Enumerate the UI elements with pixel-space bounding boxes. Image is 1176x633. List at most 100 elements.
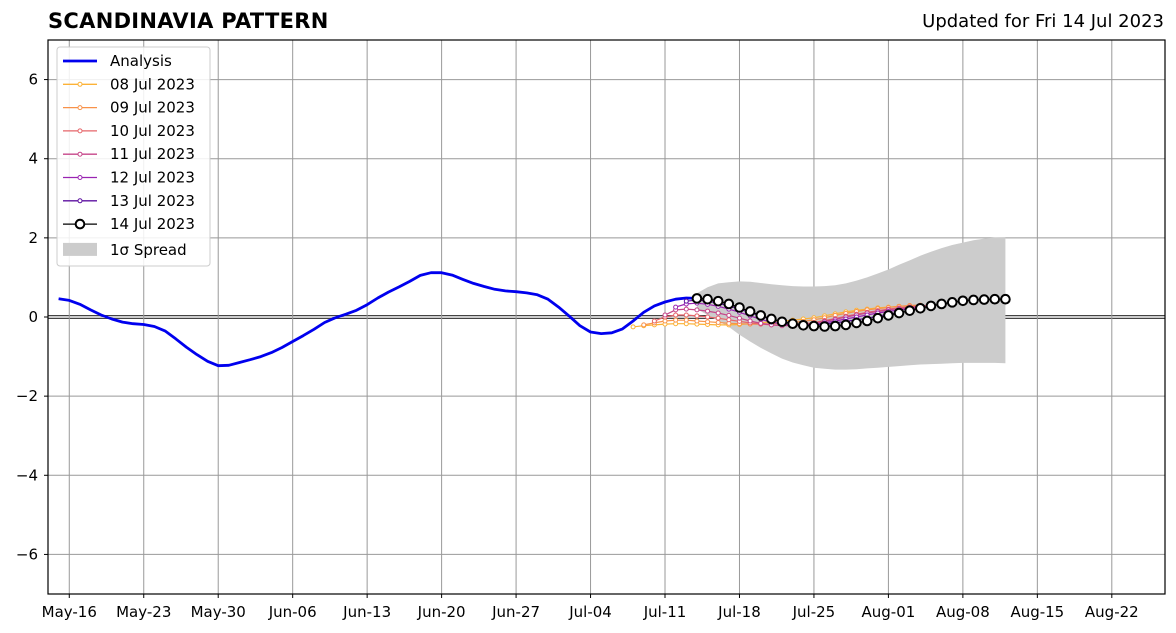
y-tick-label: −6 xyxy=(16,545,38,563)
series-11-jul-2023-point xyxy=(662,312,668,318)
legend-box xyxy=(56,46,211,267)
series-14-jul-2023-point xyxy=(872,312,884,324)
series-12-jul-2023-point xyxy=(673,304,679,310)
series-14-jul-2023-point xyxy=(904,305,915,316)
series-10-jul-2023-point xyxy=(705,314,711,320)
legend-09-jul-2023-label: 09 Jul 2023 xyxy=(110,99,195,117)
series-14-jul-2023-point xyxy=(936,298,947,310)
series-14-jul-2023-point xyxy=(776,316,788,328)
legend-analysis-label: Analysis xyxy=(110,52,172,70)
series-14-jul-2023-point xyxy=(829,320,841,332)
chart-subtitle: Updated for Fri 14 Jul 2023 xyxy=(922,11,1164,32)
series-14-jul-2023-point xyxy=(755,310,767,321)
series-09-jul-2023-point xyxy=(673,317,679,323)
series-11-jul-2023-point xyxy=(694,307,700,313)
series-14-jul-2023-point xyxy=(744,306,756,317)
series-14-jul-2023-point xyxy=(957,295,969,307)
series-09-jul-2023-point xyxy=(641,322,647,328)
series-09-jul-2023-point xyxy=(715,320,721,326)
x-tick-label: Jun-13 xyxy=(342,603,391,621)
x-tick-label: May-23 xyxy=(116,603,171,621)
x-tick-label: Aug-22 xyxy=(1085,603,1139,621)
y-tick-label: 6 xyxy=(28,71,38,89)
legend-layer: Analysis 08 Jul 2023 09 Jul 2023 10 Jul 202… xyxy=(56,46,211,267)
legend-10-jul-2023-marker xyxy=(77,128,83,134)
x-tick-label: May-16 xyxy=(42,603,97,621)
legend-08-jul-2023-marker xyxy=(77,81,83,87)
series-14-jul-2023-point xyxy=(840,319,852,331)
series-analysis-line xyxy=(58,271,697,368)
y-tick-label: 0 xyxy=(28,308,38,326)
series-14-jul-2023-point xyxy=(851,317,862,329)
axis-layer: −6 −4 −2 0 2 4 6 May-16 May-23 May-30 Jun-06 Jun-13… xyxy=(16,71,1139,621)
series-11-jul-2023-point xyxy=(747,318,753,324)
y-tick-label: −2 xyxy=(16,387,38,405)
x-tick-label: Aug-01 xyxy=(862,603,916,621)
series-10-jul-2023-point xyxy=(715,315,721,321)
series-14-jul-2023-point xyxy=(808,320,820,332)
series-14-jul-2023-point xyxy=(915,302,926,314)
series-14-jul-2023-point xyxy=(723,298,735,310)
y-tick-label: −4 xyxy=(16,466,38,484)
series-14-jul-2023-point xyxy=(978,294,990,305)
legend-13-jul-2023-label: 13 Jul 2023 xyxy=(110,192,195,210)
spread-band xyxy=(696,237,1006,370)
y-tick-label: 4 xyxy=(28,150,38,168)
series-14-jul-2023-point xyxy=(702,293,713,305)
legend-1-spread-swatch xyxy=(63,242,97,256)
legend-13-jul-2023-marker xyxy=(77,198,83,204)
spread-layer xyxy=(696,237,1006,370)
series-10-jul-2023-point xyxy=(651,318,657,324)
series-14-jul-2023-point xyxy=(946,297,958,308)
series-14-jul-2023-point xyxy=(734,302,745,313)
series-10-jul-2023-point xyxy=(726,317,732,323)
x-tick-label: May-30 xyxy=(191,603,246,621)
legend-08-jul-2023-label: 08 Jul 2023 xyxy=(110,75,195,93)
series-11-jul-2023-point xyxy=(705,308,711,314)
series-10-jul-2023-point xyxy=(673,312,679,318)
x-tick-label: Jun-20 xyxy=(417,603,466,621)
legend-1-spread-label: 1σ Spread xyxy=(110,241,187,259)
series-10-jul-2023-point xyxy=(694,313,700,319)
series-14-jul-2023-point xyxy=(893,307,905,319)
series-14-jul-2023-point xyxy=(925,300,937,312)
x-tick-label: Jul-25 xyxy=(792,603,836,621)
series-13-jul-2023-point xyxy=(683,298,689,304)
legend-14-jul-2023-marker xyxy=(74,218,86,230)
series-11-jul-2023-point xyxy=(683,306,689,312)
series-11-jul-2023-point xyxy=(736,315,742,321)
series-09-jul-2023-point xyxy=(683,317,689,323)
series-09-jul-2023-point xyxy=(662,318,668,324)
legend-12-jul-2023-marker xyxy=(77,175,83,180)
series-14-jul-2023-point xyxy=(787,318,798,330)
series-11-jul-2023-point xyxy=(726,312,732,318)
series-14-jul-2023-point xyxy=(691,293,703,304)
series-14-jul-2023-point xyxy=(1000,293,1011,305)
series-08-jul-2023-point xyxy=(630,324,636,330)
series-14-jul-2023-point xyxy=(883,310,894,321)
legend-09-jul-2023-marker xyxy=(77,105,83,111)
series-14-jul-2023-point xyxy=(968,294,979,306)
x-tick-label: Jul-11 xyxy=(643,603,687,621)
series-14-jul-2023-point xyxy=(861,315,873,327)
series-14-jul-2023-point xyxy=(989,293,1001,305)
legend-10-jul-2023-label: 10 Jul 2023 xyxy=(110,122,195,140)
series-09-jul-2023-point xyxy=(705,319,711,325)
series-11-jul-2023-point xyxy=(715,310,721,316)
legend-11-jul-2023-marker xyxy=(77,151,83,157)
x-tick-label: Aug-15 xyxy=(1010,603,1064,621)
series-14-jul-2023-point xyxy=(712,295,724,307)
x-tick-label: Jul-04 xyxy=(568,603,612,621)
series-09-jul-2023-point xyxy=(694,318,700,324)
series-layer xyxy=(58,271,1011,368)
x-tick-label: Jun-27 xyxy=(491,603,540,621)
y-tick-label: 2 xyxy=(28,229,38,247)
x-tick-label: Aug-08 xyxy=(936,603,990,621)
series-14-jul-2023-point xyxy=(766,313,777,325)
legend-12-jul-2023-label: 12 Jul 2023 xyxy=(110,169,195,187)
series-14-jul-2023-point xyxy=(819,321,830,332)
series-10-jul-2023-point xyxy=(683,312,689,318)
series-11-jul-2023-point xyxy=(758,320,764,326)
chart-title: SCANDINAVIA PATTERN xyxy=(48,9,329,33)
